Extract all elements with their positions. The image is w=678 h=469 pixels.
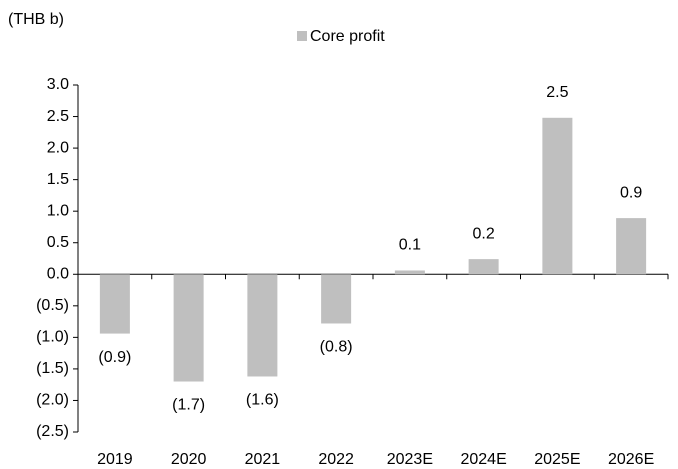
bar — [247, 274, 278, 377]
x-tick-label: 2023E — [387, 451, 433, 468]
x-tick-label: 2026E — [608, 451, 654, 468]
y-tick-label: (2.5) — [36, 423, 69, 440]
bar — [394, 270, 425, 275]
y-tick-label: (2.0) — [36, 392, 69, 409]
bar — [542, 117, 573, 275]
x-tick-label: 2024E — [460, 451, 506, 468]
legend-label: Core profit — [310, 28, 385, 45]
y-tick-label: (1.5) — [36, 360, 69, 377]
x-tick-label: 2020 — [171, 451, 207, 468]
value-label: 0.1 — [399, 237, 421, 254]
y-tick-label: 0.0 — [47, 265, 69, 282]
x-tick-label: 2022 — [318, 451, 354, 468]
y-tick-label: (0.5) — [36, 297, 69, 314]
bar — [173, 274, 204, 382]
y-tick-label: 1.0 — [47, 202, 69, 219]
y-tick-label: 3.0 — [47, 76, 69, 93]
x-tick-label: 2019 — [97, 451, 133, 468]
legend-swatch — [297, 31, 307, 41]
y-tick-label: 2.0 — [47, 139, 69, 156]
x-tick-label: 2021 — [245, 451, 281, 468]
bar — [468, 259, 499, 275]
value-label: (1.7) — [172, 397, 205, 414]
value-label: 2.5 — [546, 84, 568, 101]
bar — [616, 218, 647, 275]
y-tick-label: (1.0) — [36, 329, 69, 346]
value-label: (0.9) — [98, 349, 131, 366]
y-tick-label: 2.5 — [47, 108, 69, 125]
x-tick-label: 2025E — [534, 451, 580, 468]
value-label: 0.2 — [473, 225, 495, 242]
y-tick-label: 1.5 — [47, 171, 69, 188]
y-tick-label: 0.5 — [47, 234, 69, 251]
value-label: (0.8) — [320, 339, 353, 356]
value-label: (1.6) — [246, 392, 279, 409]
bar — [99, 274, 130, 334]
unit-label: (THB b) — [8, 11, 64, 28]
bar — [321, 274, 352, 324]
value-label: 0.9 — [620, 184, 642, 201]
